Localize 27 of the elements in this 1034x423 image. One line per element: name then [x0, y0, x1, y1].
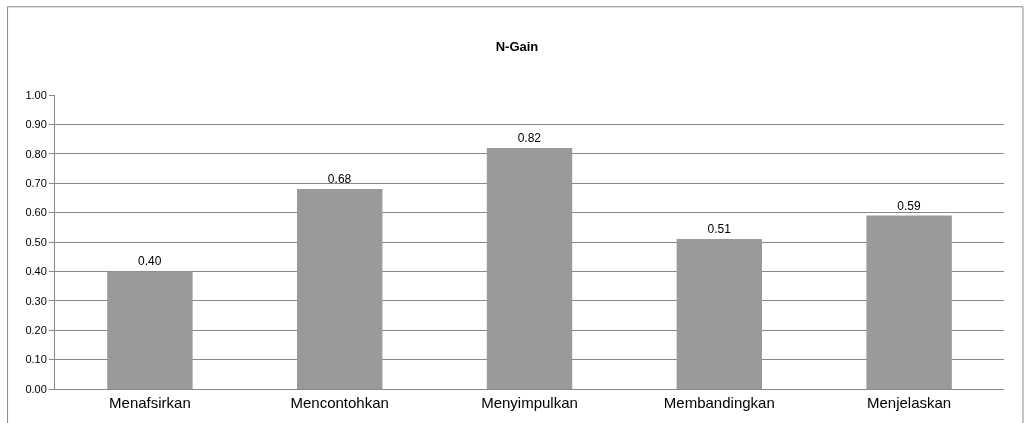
data-label: 0.68 [327, 172, 352, 187]
bar [486, 147, 573, 389]
data-label: 0.82 [517, 130, 542, 145]
bar [866, 215, 952, 389]
data-label: 0.51 [707, 222, 732, 237]
x-tick-label: Mencontohkan [290, 394, 389, 411]
y-tick-label: 0.40 [25, 265, 47, 278]
x-tick-label: Membandingkan [663, 394, 775, 411]
x-tick-label: Menyimpulkan [481, 394, 578, 411]
y-tick-label: 0.20 [25, 324, 47, 337]
x-tick-label: Menafsirkan [109, 394, 191, 411]
bar [297, 189, 383, 389]
y-tick-label: 0.10 [25, 353, 47, 366]
y-tick-label: 0.80 [25, 147, 47, 160]
x-tick-label: Menjelaskan [866, 394, 952, 411]
data-label: 0.40 [138, 254, 162, 269]
y-tick-label: 0.00 [25, 382, 47, 395]
chart-title: N-Gain [495, 39, 539, 55]
bar [676, 239, 763, 389]
y-tick-label: 0.30 [25, 294, 47, 307]
bar [107, 271, 193, 389]
y-tick-label: 1.00 [25, 88, 47, 101]
y-tick-label: 0.90 [25, 118, 47, 131]
y-tick-label: 0.50 [25, 235, 47, 248]
y-tick-label: 0.60 [25, 206, 47, 219]
y-tick-label: 0.70 [25, 177, 47, 190]
data-label: 0.59 [897, 198, 921, 213]
